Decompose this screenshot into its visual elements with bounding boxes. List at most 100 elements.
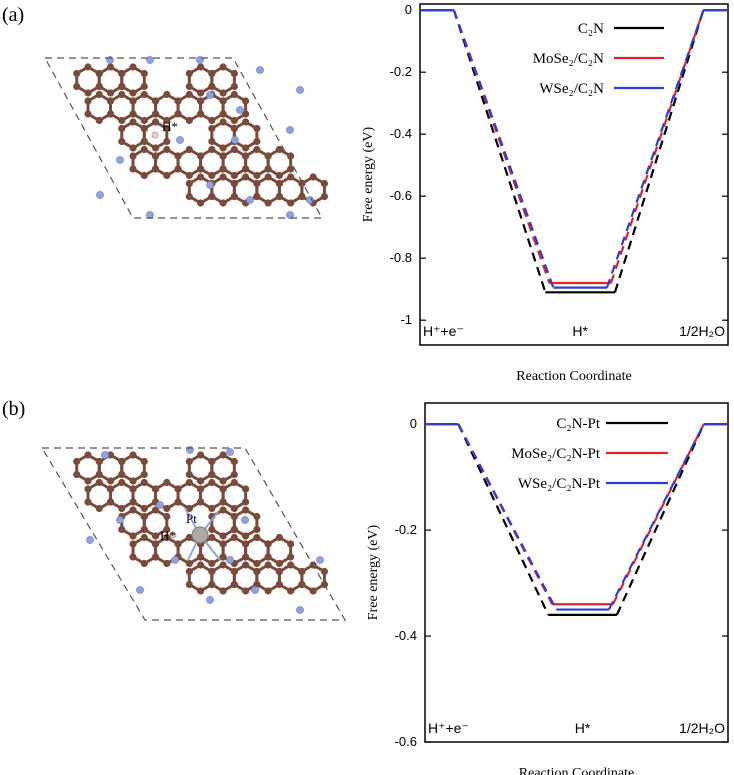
carbon-atom — [140, 525, 148, 534]
carbon-atom — [174, 498, 182, 506]
y-tick-label: -0.2 — [390, 64, 412, 79]
energy-connector — [452, 9, 547, 293]
carbon-atom — [185, 90, 193, 99]
carbon-atom — [196, 553, 205, 561]
carbon-atom — [129, 553, 137, 561]
carbon-atom — [151, 532, 160, 540]
carbon-atom — [253, 559, 261, 568]
carbon-atom — [208, 470, 216, 479]
energy-chart-a: 0 -0.2 -0.4 -0.6 -0.8 -1 Free energy (eV) React… — [361, 2, 729, 384]
carbon-atom — [275, 567, 283, 576]
energy-connector — [615, 423, 705, 616]
carbon-atom — [140, 504, 148, 513]
nitrogen-atom — [86, 536, 94, 544]
energy-connector — [457, 423, 558, 611]
carbon-atom — [196, 173, 205, 181]
carbon-atom — [151, 152, 160, 160]
carbon-atom — [275, 179, 283, 188]
carbon-atom — [230, 171, 238, 180]
carbon-atom — [253, 533, 261, 542]
nitrogen-atom — [116, 156, 124, 164]
carbon-atom — [140, 533, 148, 542]
carbon-atom — [151, 110, 160, 118]
carbon-atom — [242, 587, 250, 595]
carbon-atom — [242, 532, 250, 540]
nitrogen-atom — [251, 586, 259, 594]
energy-connector — [452, 9, 555, 289]
y-tick-label: -0.8 — [390, 250, 412, 265]
carbon-atom — [242, 540, 250, 548]
carbon-atom — [106, 477, 115, 485]
carbon-atom — [196, 477, 205, 485]
platinum-atom — [191, 526, 209, 544]
nitrogen-atom — [231, 136, 239, 144]
panel-label-a: (a) — [2, 4, 25, 26]
y-tick-label: -0.6 — [390, 188, 412, 203]
carbon-atom — [242, 485, 250, 493]
carbon-atom — [298, 179, 306, 188]
stage-label: H⁺+e⁻ — [423, 323, 464, 339]
panel-label-b: (b) — [2, 398, 26, 420]
carbon-atom — [298, 580, 306, 589]
carbon-atom — [84, 485, 92, 493]
carbon-atom — [242, 110, 250, 118]
carbon-atom — [208, 478, 216, 487]
carbon-atom — [118, 525, 126, 534]
carbon-atom — [163, 137, 171, 146]
carbon-atom — [118, 478, 126, 487]
carbon-atom — [151, 553, 160, 561]
carbon-atom — [253, 567, 261, 576]
carbon-atom — [242, 165, 250, 173]
carbon-atom — [219, 540, 227, 548]
hydrogen-atom — [169, 531, 177, 539]
carbon-atom — [196, 451, 205, 459]
carbon-atom — [174, 165, 182, 173]
carbon-atom — [73, 82, 81, 91]
legend-label: MoSe₂/C₂N-Pt — [511, 446, 601, 462]
carbon-atom — [275, 559, 283, 568]
carbon-atom — [219, 451, 227, 459]
carbon-atom — [196, 561, 205, 569]
carbon-atom — [163, 525, 171, 534]
carbon-atom — [95, 478, 103, 487]
legend-label: C₂N — [578, 21, 604, 37]
carbon-atom — [287, 540, 295, 548]
carbon-atom — [140, 145, 148, 154]
carbon-atom — [129, 97, 137, 105]
nitrogen-atom — [226, 448, 234, 456]
carbon-atom — [185, 192, 193, 201]
carbon-atom — [242, 553, 250, 561]
carbon-atom — [230, 90, 238, 99]
carbon-atom — [287, 165, 295, 173]
carbon-atom — [208, 567, 216, 576]
carbon-atom — [230, 512, 238, 521]
carbon-atom — [163, 90, 171, 99]
carbon-atom — [106, 110, 115, 118]
nitrogen-atom — [156, 501, 164, 509]
carbon-atom — [253, 525, 261, 534]
carbon-atom — [174, 110, 182, 118]
nitrogen-atom — [316, 556, 324, 564]
carbon-atom — [219, 553, 227, 561]
carbon-atom — [219, 532, 227, 540]
carbon-atom — [219, 485, 227, 493]
energy-connector — [611, 423, 705, 605]
nitrogen-atom — [306, 196, 314, 204]
carbon-atom — [230, 504, 238, 513]
carbon-atom — [253, 137, 261, 146]
carbon-atom — [242, 118, 250, 126]
nitrogen-atom — [241, 516, 249, 524]
carbon-atom — [84, 89, 92, 97]
carbon-atom — [73, 69, 81, 78]
carbon-atom — [185, 470, 193, 479]
carbon-atom — [242, 97, 250, 105]
carbon-atom — [230, 457, 238, 466]
carbon-atom — [151, 144, 160, 152]
carbon-atom — [287, 553, 295, 561]
carbon-atom — [219, 89, 227, 97]
carbon-atom — [129, 506, 137, 514]
carbon-atom — [118, 470, 126, 479]
carbon-atom — [219, 477, 227, 485]
carbon-atom — [106, 485, 115, 493]
